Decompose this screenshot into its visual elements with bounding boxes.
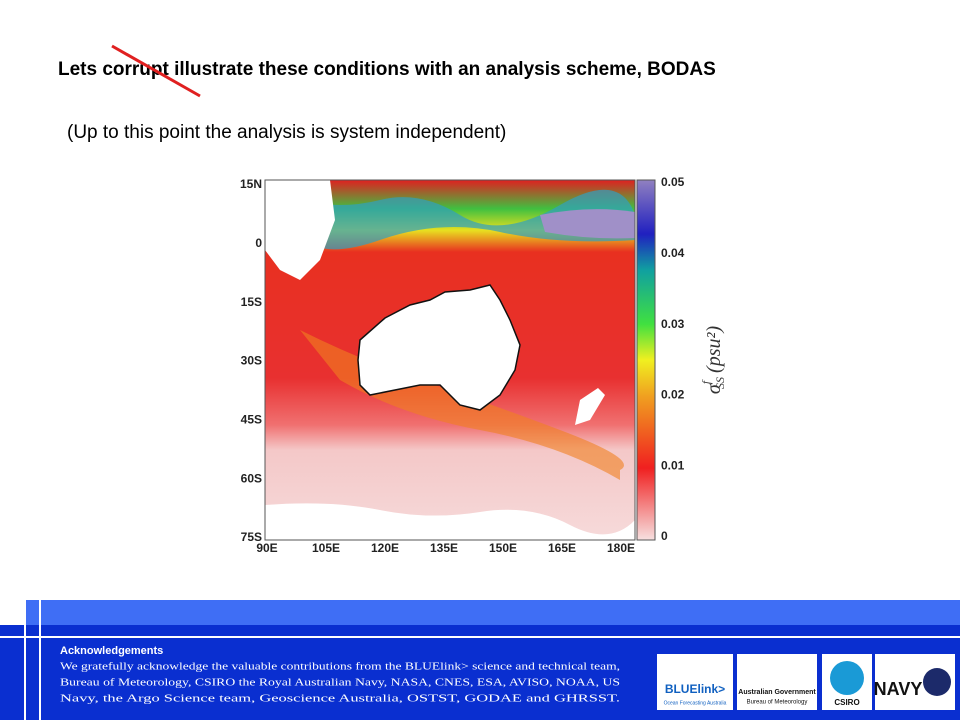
- tropic-band: [300, 189, 635, 250]
- colorbar-label: 0.04: [661, 246, 685, 260]
- colorbar: [636, 179, 656, 541]
- csiro-mark: [830, 661, 864, 695]
- strike-line: [111, 44, 201, 98]
- logo-text: Ocean Forecasting Australia: [664, 700, 727, 706]
- footer-stripe: [0, 600, 960, 625]
- cb-unit: (psu²): [703, 326, 725, 373]
- new-zealand: [575, 388, 605, 425]
- colorbar-label: 0.03: [661, 317, 685, 331]
- cb-sup: f: [699, 379, 713, 384]
- colorbar-label: σfSS (psu²): [699, 326, 727, 395]
- lon-label: 135E: [430, 541, 458, 555]
- ack-heading: Acknowledgements: [60, 645, 163, 657]
- lon-label: 105E: [312, 541, 340, 555]
- lon-label: 150E: [489, 541, 517, 555]
- colorbar-label: 0.02: [661, 388, 685, 402]
- logo-text: BLUElink>: [665, 682, 725, 696]
- ack-line: Bureau of Meteorology, CSIRO the Royal A…: [60, 677, 620, 689]
- lat-label: 15S: [241, 295, 262, 309]
- colorbar-label: 0: [661, 529, 668, 543]
- colorbar-label: 0.01: [661, 458, 685, 472]
- lat-label: 45S: [241, 413, 262, 427]
- title: Lets corrupt illustrate these conditions…: [58, 59, 716, 80]
- ack-line: Navy, the Argo Science team, Geoscience …: [60, 693, 620, 705]
- logo-gov: [737, 654, 817, 710]
- logo-text: NAVY: [874, 679, 923, 699]
- cb-symbol: σ: [703, 383, 725, 394]
- lon-label: 90E: [256, 541, 277, 555]
- map-frame: [264, 179, 636, 541]
- cb-sub: SS: [713, 377, 727, 389]
- australia: [357, 284, 521, 411]
- antarctica: [265, 503, 635, 540]
- logo-text: CSIRO: [834, 698, 859, 707]
- logo-bluelink: [657, 654, 733, 710]
- logo-text: Bureau of Meteorology: [747, 700, 808, 706]
- ack-line: We gratefully acknowledge the valuable c…: [60, 661, 620, 673]
- high-band: [540, 209, 635, 239]
- footer-corner: [0, 600, 25, 625]
- subtitle: (Up to this point the analysis is system…: [67, 122, 506, 143]
- asia: [265, 180, 335, 280]
- lon-label: 180E: [607, 541, 635, 555]
- map: [265, 180, 635, 540]
- ack-text: We gratefully acknowledge the valuable c…: [60, 661, 620, 705]
- lat-label: 0: [255, 236, 262, 250]
- lat-label: 60S: [241, 471, 262, 485]
- lat-label: 75S: [241, 530, 262, 544]
- lat-label: 30S: [241, 354, 262, 368]
- lat-label: 15N: [240, 177, 262, 191]
- lon-label: 165E: [548, 541, 576, 555]
- navy-crest: [923, 668, 951, 696]
- logo-text: Australian Government: [738, 689, 816, 696]
- colorbar-label: 0.05: [661, 175, 685, 189]
- lon-label: 120E: [371, 541, 399, 555]
